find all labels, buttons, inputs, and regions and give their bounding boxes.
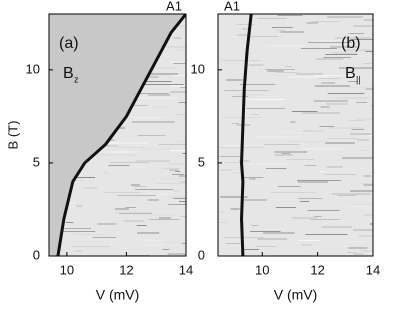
x-tick-label: 14 bbox=[366, 262, 380, 277]
field-label: B bbox=[63, 65, 74, 82]
y-tick-label: 10 bbox=[191, 61, 205, 76]
plot-area bbox=[218, 14, 373, 256]
y-tick-label: 5 bbox=[198, 154, 205, 169]
peak-label: A1 bbox=[224, 0, 240, 13]
x-axis-label: V (mV) bbox=[274, 287, 318, 303]
panel-label: (a) bbox=[59, 35, 79, 52]
low-bias-region bbox=[49, 14, 186, 256]
x-tick-label: 12 bbox=[119, 262, 133, 277]
plot-frame bbox=[48, 13, 187, 257]
field-subscript: || bbox=[356, 74, 361, 84]
plot-frame bbox=[217, 13, 374, 257]
field-label: B bbox=[345, 65, 356, 82]
panel-label: (b) bbox=[341, 35, 361, 52]
x-axis-label: V (mV) bbox=[96, 287, 140, 303]
y-tick-label: 10 bbox=[26, 61, 40, 76]
ridge-line bbox=[240, 14, 253, 256]
peak-label: A1 bbox=[166, 0, 182, 13]
y-tick-label: 0 bbox=[33, 247, 40, 262]
x-tick-label: 10 bbox=[255, 262, 269, 277]
ridge-line bbox=[56, 14, 186, 256]
y-axis-label: B (T) bbox=[5, 121, 20, 150]
y-tick-label: 5 bbox=[33, 154, 40, 169]
field-subscript: z bbox=[74, 74, 79, 84]
x-tick-label: 12 bbox=[310, 262, 324, 277]
plot-area bbox=[49, 14, 186, 256]
y-tick-label: 0 bbox=[198, 247, 205, 262]
x-tick-label: 14 bbox=[179, 262, 193, 277]
x-tick-label: 10 bbox=[60, 262, 74, 277]
